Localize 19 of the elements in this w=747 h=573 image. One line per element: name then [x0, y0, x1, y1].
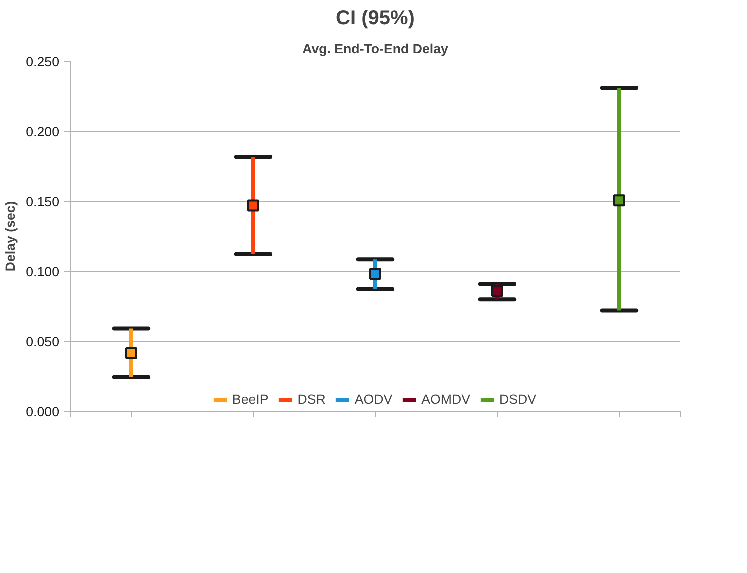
- y-tick-label: 0.150: [26, 194, 60, 210]
- chart-title: CI (95%): [336, 8, 415, 30]
- point: [126, 347, 138, 360]
- y-tick-label: 0.100: [26, 264, 60, 280]
- point: [614, 194, 626, 207]
- y-tick-label: 0.000: [26, 404, 60, 420]
- y-axis-title: Delay (sec): [3, 201, 18, 272]
- legend-label: DSR: [298, 392, 326, 407]
- legend-label: AOMDV: [422, 392, 471, 407]
- y-tick-label: 0.250: [26, 54, 60, 70]
- chart-subtitle: Avg. End-To-End Delay: [302, 42, 450, 56]
- y-tick-label: 0.050: [26, 334, 60, 350]
- point: [370, 268, 382, 280]
- legend-label: BeeIP: [232, 392, 269, 407]
- legend-label: AODV: [354, 392, 393, 407]
- point: [492, 285, 504, 298]
- y-tick-label: 0.200: [26, 124, 60, 140]
- legend-label: DSDV: [500, 392, 537, 407]
- point: [248, 200, 260, 212]
